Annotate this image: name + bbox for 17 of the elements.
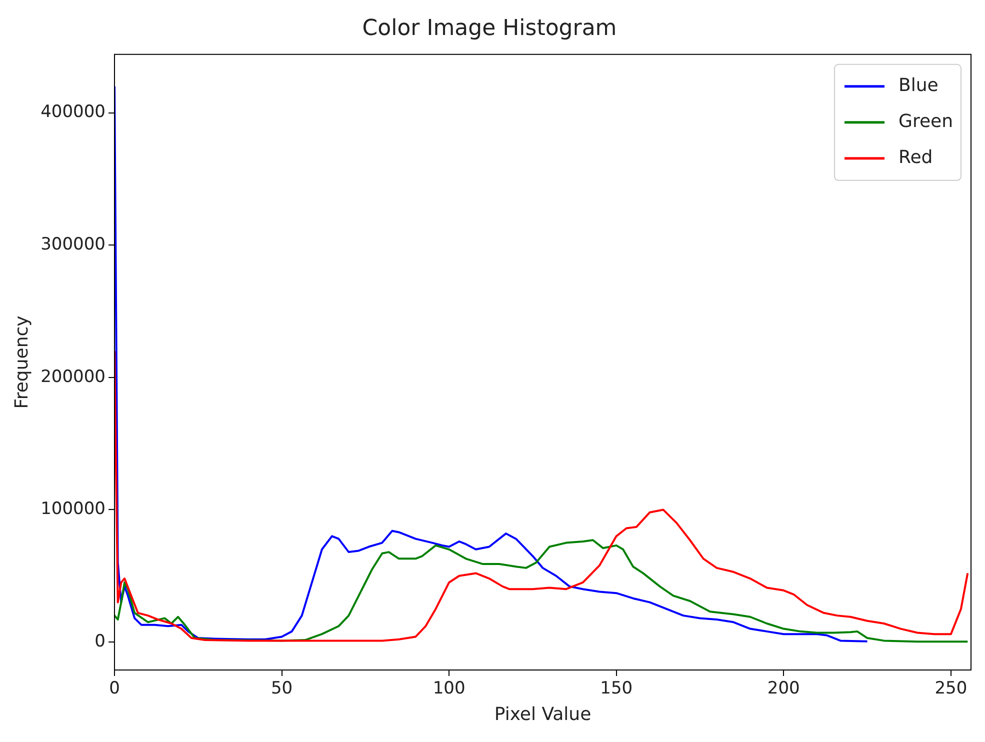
chart-title: Color Image Histogram — [362, 16, 617, 41]
y-tick-label: 200000 — [40, 366, 106, 387]
x-tick-label: 250 — [934, 678, 968, 699]
x-tick-label: 100 — [432, 678, 466, 699]
y-tick-label: 300000 — [40, 234, 106, 255]
legend-label: Red — [898, 147, 933, 168]
x-tick-label: 50 — [270, 678, 293, 699]
legend-label: Blue — [898, 75, 938, 96]
x-axis-title: Pixel Value — [494, 704, 592, 725]
y-tick-label: 400000 — [40, 102, 106, 122]
legend-label: Green — [898, 111, 954, 132]
y-axis-title: Frequency — [11, 315, 32, 409]
x-tick-label: 150 — [600, 678, 633, 699]
y-tick-label: 0 — [94, 631, 106, 652]
x-tick-label: 0 — [109, 678, 120, 699]
y-tick-label: 100000 — [40, 499, 106, 520]
x-tick-label: 200 — [767, 678, 800, 699]
